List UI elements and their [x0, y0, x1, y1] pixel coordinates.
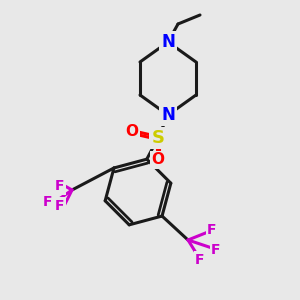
- Text: N: N: [161, 106, 175, 124]
- Text: O: O: [125, 124, 139, 140]
- Text: F: F: [43, 195, 53, 209]
- Text: F: F: [211, 243, 221, 257]
- Text: N: N: [161, 33, 175, 51]
- Text: F: F: [207, 223, 217, 237]
- Text: F: F: [195, 253, 205, 267]
- Text: S: S: [152, 129, 164, 147]
- Text: O: O: [152, 152, 164, 167]
- Text: F: F: [55, 199, 65, 213]
- Text: F: F: [55, 179, 65, 193]
